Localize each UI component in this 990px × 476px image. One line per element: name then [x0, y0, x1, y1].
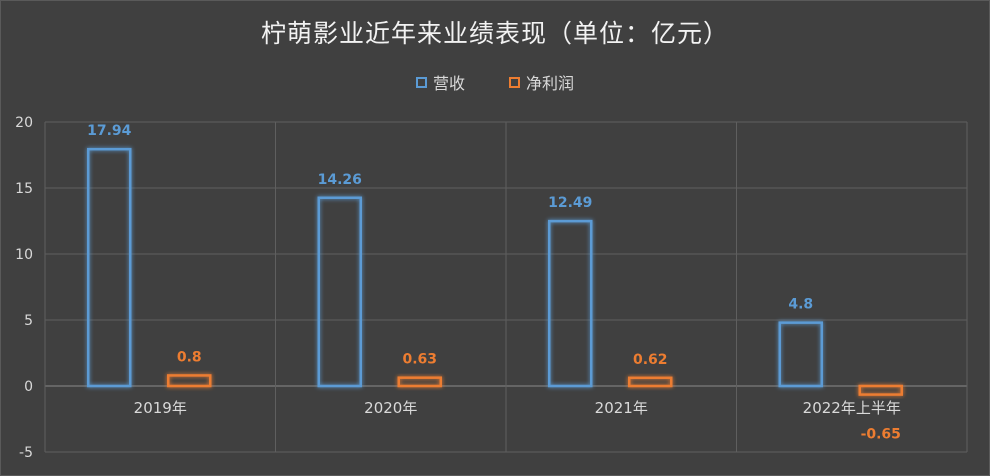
y-tick-label: 10 [15, 247, 33, 263]
chart-title: 柠萌影业近年来业绩表现（单位：亿元） [260, 19, 729, 48]
legend-label-net-profit: 净利润 [526, 74, 575, 93]
x-tick-label: 2020年 [364, 399, 417, 417]
bar-net-profit [858, 384, 903, 396]
y-tick-label: 15 [15, 181, 33, 197]
legend-label-revenue: 营收 [432, 74, 465, 93]
chart-legend: 营收 净利润 [0, 70, 990, 94]
x-tick-label: 2022年上半年 [803, 399, 901, 417]
data-label: 12.49 [548, 195, 592, 211]
bar-net-profit [397, 376, 442, 388]
data-label: -0.65 [861, 427, 901, 443]
y-tick-label: 0 [24, 379, 33, 395]
data-label: 0.62 [633, 352, 668, 368]
y-tick-label: 5 [24, 313, 33, 329]
data-label: 0.63 [402, 352, 437, 368]
bar-net-profit [167, 374, 212, 388]
legend-item-net-profit: 净利润 [509, 70, 574, 94]
data-label: 17.94 [87, 123, 132, 139]
y-tick-label: 20 [15, 115, 33, 131]
data-label: 14.26 [318, 172, 362, 188]
bar-net-profit [628, 376, 673, 388]
bar-revenue [548, 219, 593, 388]
legend-swatch-revenue [415, 76, 427, 88]
x-tick-label: 2019年 [134, 399, 187, 417]
bar-revenue [778, 321, 823, 388]
bar-revenue [87, 147, 132, 388]
data-label: 4.8 [788, 297, 813, 313]
legend-swatch-net-profit [509, 76, 520, 88]
x-tick-label: 2021年 [595, 399, 648, 417]
bar-revenue [317, 196, 362, 388]
data-label: 0.8 [177, 349, 202, 365]
y-tick-label: -5 [19, 445, 33, 461]
legend-item-revenue: 营收 [415, 70, 465, 94]
